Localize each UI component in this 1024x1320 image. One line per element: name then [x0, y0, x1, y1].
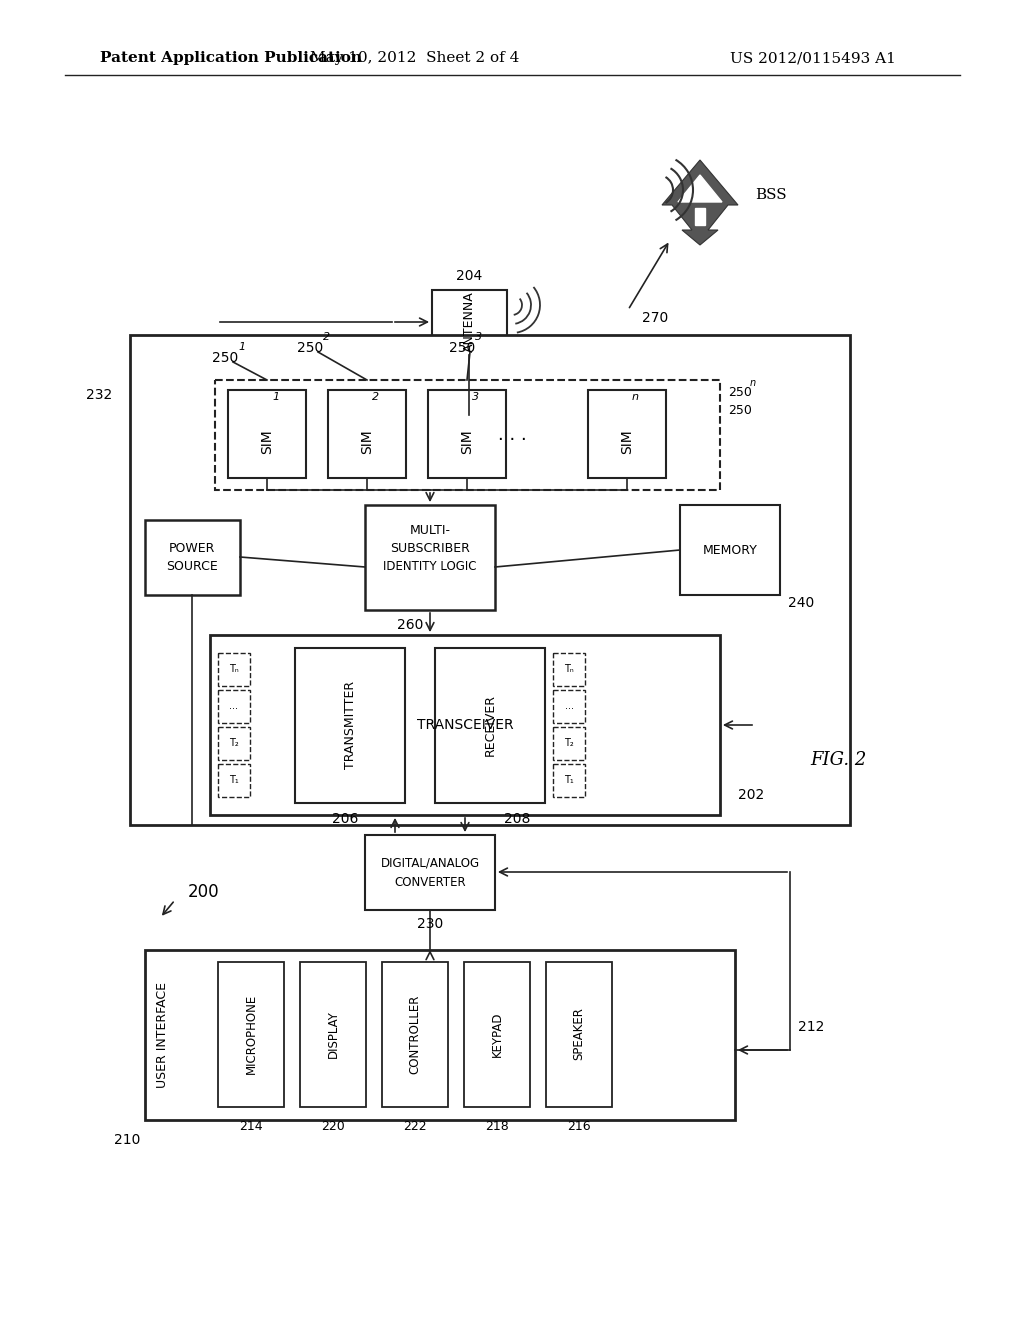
Bar: [365, 506, 495, 610]
Text: SPEAKER: SPEAKER: [572, 1007, 586, 1060]
Bar: [215, 380, 720, 490]
Text: ANTENNA: ANTENNA: [463, 292, 475, 352]
Text: ...: ...: [564, 701, 573, 711]
Text: US 2012/0115493 A1: US 2012/0115493 A1: [730, 51, 896, 65]
Text: 250: 250: [728, 404, 752, 417]
Text: n: n: [750, 378, 756, 388]
Text: 210: 210: [114, 1133, 140, 1147]
Text: 222: 222: [403, 1121, 427, 1134]
Text: SUBSCRIBER: SUBSCRIBER: [390, 541, 470, 554]
Bar: [553, 727, 585, 760]
Bar: [145, 950, 735, 1119]
Text: 250: 250: [728, 385, 752, 399]
Text: May 10, 2012  Sheet 2 of 4: May 10, 2012 Sheet 2 of 4: [310, 51, 520, 65]
Bar: [228, 389, 306, 478]
Bar: [382, 962, 449, 1107]
Text: 2: 2: [323, 333, 330, 342]
Text: 270: 270: [642, 312, 668, 325]
Bar: [428, 389, 506, 478]
Bar: [300, 962, 366, 1107]
Bar: [210, 635, 720, 814]
Text: Tₙ: Tₙ: [564, 664, 573, 675]
Text: 216: 216: [567, 1121, 591, 1134]
Bar: [588, 389, 666, 478]
Bar: [130, 335, 850, 825]
Text: SIM: SIM: [260, 429, 274, 454]
Bar: [328, 389, 406, 478]
Text: FIG. 2: FIG. 2: [810, 751, 866, 770]
Text: n: n: [632, 392, 639, 403]
Text: T₂: T₂: [564, 738, 573, 748]
Text: 204: 204: [456, 269, 482, 282]
Text: SIM: SIM: [460, 429, 474, 454]
Bar: [295, 648, 406, 803]
Bar: [218, 764, 250, 797]
Bar: [553, 653, 585, 686]
Bar: [218, 962, 284, 1107]
Text: 1: 1: [238, 342, 245, 352]
Bar: [435, 648, 545, 803]
Text: 200: 200: [188, 883, 219, 902]
Text: T₁: T₁: [564, 775, 573, 785]
Bar: [464, 962, 530, 1107]
Bar: [553, 690, 585, 723]
Text: SOURCE: SOURCE: [166, 560, 218, 573]
Text: 202: 202: [738, 788, 764, 803]
Text: RECEIVER: RECEIVER: [483, 694, 497, 756]
Bar: [546, 962, 612, 1107]
Text: ...: ...: [229, 701, 239, 711]
Text: TRANSCEIVER: TRANSCEIVER: [417, 718, 513, 733]
Bar: [680, 506, 780, 595]
Text: 250: 250: [212, 351, 239, 366]
Text: 3: 3: [472, 392, 479, 403]
Text: 260: 260: [397, 618, 423, 632]
Text: DIGITAL/ANALOG: DIGITAL/ANALOG: [381, 857, 479, 870]
Text: 250: 250: [449, 341, 475, 355]
Bar: [145, 520, 240, 595]
Text: 3: 3: [475, 333, 482, 342]
Bar: [218, 653, 250, 686]
Text: 212: 212: [798, 1020, 824, 1034]
Bar: [365, 836, 495, 909]
Text: 230: 230: [417, 917, 443, 931]
Text: Patent Application Publication: Patent Application Publication: [100, 51, 362, 65]
Text: USER INTERFACE: USER INTERFACE: [157, 982, 170, 1088]
Bar: [218, 727, 250, 760]
Polygon shape: [695, 209, 705, 224]
Text: IDENTITY LOGIC: IDENTITY LOGIC: [383, 560, 477, 573]
Text: CONVERTER: CONVERTER: [394, 876, 466, 890]
Text: T₁: T₁: [229, 775, 239, 785]
Text: 218: 218: [485, 1121, 509, 1134]
Polygon shape: [678, 176, 722, 202]
Text: MEMORY: MEMORY: [702, 544, 758, 557]
Text: 232: 232: [86, 388, 112, 403]
Text: 208: 208: [504, 812, 530, 826]
Text: Tₙ: Tₙ: [229, 664, 239, 675]
Text: BSS: BSS: [755, 187, 786, 202]
Text: 220: 220: [322, 1121, 345, 1134]
Text: 2: 2: [372, 392, 379, 403]
Text: 240: 240: [788, 597, 814, 610]
Bar: [553, 764, 585, 797]
Text: DISPLAY: DISPLAY: [327, 1010, 340, 1057]
Text: T₂: T₂: [229, 738, 239, 748]
Text: . . .: . . .: [498, 426, 526, 444]
Bar: [218, 690, 250, 723]
Text: MULTI-: MULTI-: [410, 524, 451, 536]
Text: 214: 214: [240, 1121, 263, 1134]
Polygon shape: [662, 160, 738, 246]
Text: 1: 1: [272, 392, 280, 403]
Text: 206: 206: [332, 812, 358, 826]
Text: TRANSMITTER: TRANSMITTER: [343, 681, 356, 770]
Text: CONTROLLER: CONTROLLER: [409, 994, 422, 1073]
Text: SIM: SIM: [360, 429, 374, 454]
Text: POWER: POWER: [169, 541, 215, 554]
Text: KEYPAD: KEYPAD: [490, 1011, 504, 1057]
Text: SIM: SIM: [620, 429, 634, 454]
Text: 250: 250: [297, 341, 324, 355]
Bar: [432, 290, 507, 355]
Text: MICROPHONE: MICROPHONE: [245, 994, 257, 1074]
